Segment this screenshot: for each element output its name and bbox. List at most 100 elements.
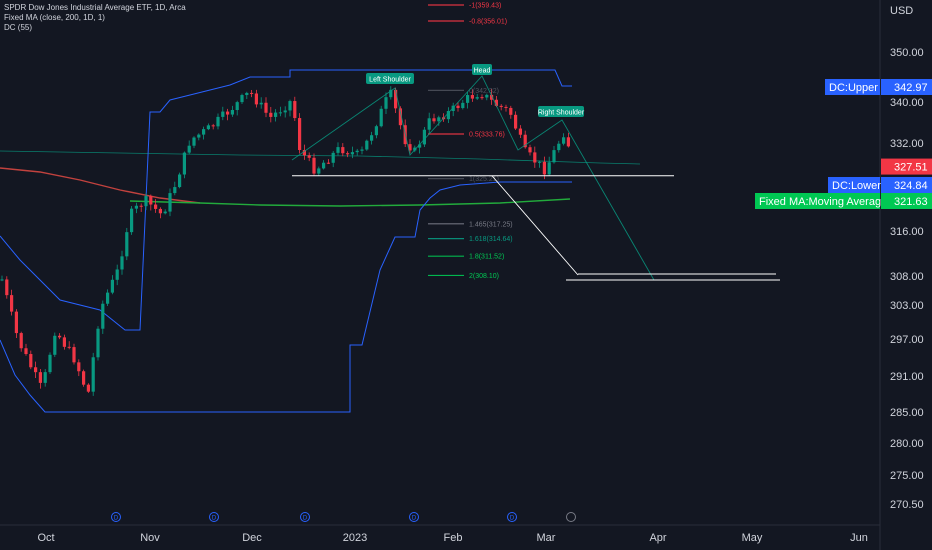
- event-marker: [111, 512, 121, 522]
- candle-body: [427, 118, 431, 130]
- candle-body: [197, 134, 201, 138]
- x-tick-label: Jun: [850, 532, 868, 544]
- indicator-tag-label-bg: [825, 79, 880, 95]
- candle-body: [106, 292, 110, 304]
- candle-body: [432, 118, 436, 122]
- candle-body: [389, 89, 393, 98]
- candle-body: [394, 89, 398, 109]
- candle-body: [130, 208, 134, 233]
- fib-level-label: 0.5(333.76): [469, 131, 505, 138]
- candle-body: [422, 129, 426, 145]
- indicator-tag-value: 321.63: [894, 196, 928, 208]
- candle-body: [250, 92, 254, 94]
- y-tick-label: 303.00: [890, 300, 924, 312]
- candle-body: [187, 145, 191, 153]
- candle-body: [379, 108, 383, 127]
- indicator-tag-label-bg: [828, 177, 880, 193]
- indicator-tag-value-bg: [881, 193, 932, 209]
- candle-body: [312, 157, 316, 174]
- candle-body: [466, 95, 470, 103]
- candle-body: [499, 105, 503, 107]
- x-tick-label: Nov: [140, 532, 160, 544]
- candle-body: [5, 279, 9, 296]
- candle-body: [134, 205, 138, 209]
- pattern-label: Head: [474, 68, 491, 75]
- candle-body: [355, 150, 359, 153]
- candle-body: [264, 102, 268, 113]
- fib-level-label: 1.618(314.64): [469, 236, 513, 243]
- candle-body: [331, 152, 335, 163]
- candle-body: [490, 94, 494, 100]
- dc-lower-line: [0, 181, 572, 413]
- x-tick-label: Oct: [37, 532, 54, 544]
- fib-level-label: 1(325.21): [469, 176, 499, 183]
- indicator-tag-value-bg: [881, 79, 932, 95]
- candle-body: [298, 118, 302, 151]
- candle-body: [307, 155, 311, 158]
- candle-body: [446, 110, 450, 120]
- candle-body: [163, 211, 167, 214]
- candle-body: [350, 152, 354, 155]
- candle-body: [451, 105, 455, 111]
- candle-body: [91, 357, 95, 392]
- candle-body: [67, 346, 71, 348]
- candle-body: [283, 110, 287, 113]
- indicator-tag-label-bg: [755, 193, 880, 209]
- current-price-tag-bg: [881, 158, 932, 175]
- candle-body: [221, 111, 225, 117]
- pattern-label: Right Shoulder: [538, 110, 585, 117]
- candle-body: [72, 347, 76, 363]
- candle-body: [518, 128, 522, 135]
- x-tick-label: 2023: [343, 532, 367, 544]
- candle-body: [53, 335, 57, 355]
- candle-body: [480, 97, 484, 99]
- candle-body: [384, 97, 388, 109]
- candle-body: [278, 112, 282, 114]
- candle-body: [158, 208, 162, 214]
- candle-body: [274, 112, 278, 117]
- fib-level-label: -0.8(356.01): [469, 19, 507, 26]
- fixed-ma-line: [129, 198, 571, 207]
- candle-body: [82, 371, 86, 385]
- candle-body: [178, 174, 182, 188]
- candle-body: [115, 269, 119, 280]
- candle-body: [10, 295, 14, 312]
- event-marker-label: D: [303, 516, 308, 522]
- event-marker: [209, 512, 219, 522]
- candle-body: [557, 143, 561, 151]
- candle-body: [24, 348, 28, 355]
- candle-body: [216, 116, 220, 127]
- event-marker-label: D: [412, 516, 417, 522]
- event-marker: [409, 512, 419, 522]
- pattern-label-bg: [538, 106, 584, 117]
- candle-body: [254, 93, 258, 105]
- candle-body: [144, 195, 148, 207]
- current-price-tag: 327.51: [894, 162, 928, 174]
- chart-legend: SPDR Dow Jones Industrial Average ETF, 1…: [4, 3, 186, 33]
- indicator-tag-value: 324.84: [894, 180, 928, 192]
- candle-body: [341, 147, 345, 154]
- y-tick-label: 350.00: [890, 47, 924, 59]
- candle-body: [120, 256, 124, 270]
- x-tick-label: Mar: [537, 532, 556, 544]
- candle-body: [418, 144, 422, 148]
- candle-body: [523, 134, 527, 148]
- event-marker-label: D: [212, 516, 217, 522]
- legend-title: SPDR Dow Jones Industrial Average ETF, 1…: [4, 3, 186, 12]
- split-marker: [566, 512, 576, 522]
- y-axis-label: USD: [890, 5, 913, 17]
- candle-body: [461, 102, 465, 109]
- legend-dc: DC (55): [4, 23, 33, 32]
- candle-body: [139, 205, 143, 207]
- candle-body: [149, 195, 153, 205]
- candle-body: [154, 204, 158, 209]
- candle-body: [206, 125, 210, 130]
- candle-body: [235, 102, 239, 111]
- fib-level-label: 1.465(317.25): [469, 221, 513, 228]
- y-tick-label: 332.00: [890, 138, 924, 150]
- legend-ma: Fixed MA (close, 200, 1D, 1): [4, 13, 105, 22]
- candle-body: [58, 335, 62, 338]
- candle-body: [38, 372, 42, 383]
- y-tick-label: 270.50: [890, 499, 924, 511]
